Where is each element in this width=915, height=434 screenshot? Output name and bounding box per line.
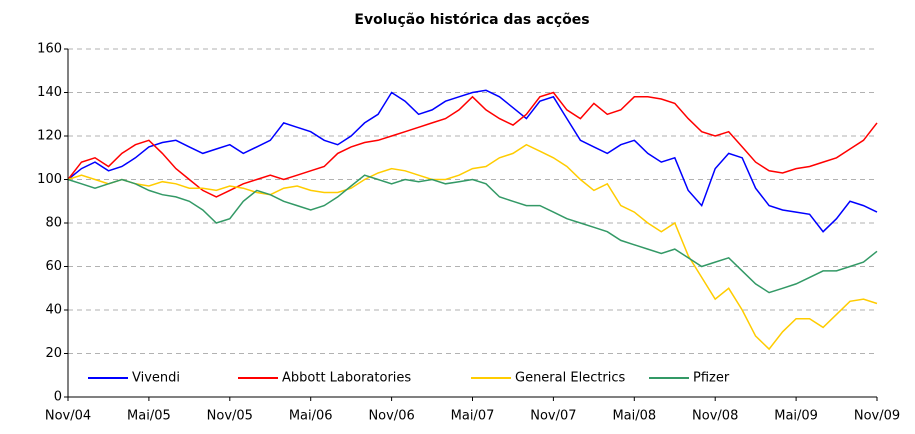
y-tick-label: 0	[54, 390, 62, 405]
series-line	[67, 89, 878, 233]
x-tick-label: Nov/08	[692, 409, 738, 424]
y-tick-label: 20	[45, 346, 62, 361]
y-tick-label: 100	[37, 172, 62, 187]
x-tick-label: Nov/04	[45, 409, 91, 424]
x-tick-label: Mai/05	[127, 409, 171, 424]
x-tick-label: Mai/09	[774, 409, 818, 424]
x-tick-label: Nov/05	[207, 409, 253, 424]
y-tick-label: 160	[37, 42, 62, 57]
x-tick-label: Mai/08	[612, 409, 656, 424]
x-tick-label: Nov/07	[530, 409, 576, 424]
legend-label: Pfizer	[693, 371, 730, 386]
x-tick-label: Mai/06	[289, 409, 333, 424]
series-line	[67, 143, 878, 351]
legend-label: General Electrics	[515, 371, 626, 386]
chart-title: Evolução histórica das acções	[354, 12, 589, 28]
legend-label: Vivendi	[132, 371, 180, 386]
x-tick-label: Nov/06	[368, 409, 414, 424]
y-tick-label: 140	[37, 85, 62, 100]
y-tick-label: 80	[45, 216, 62, 231]
series-line	[67, 174, 878, 294]
series-line	[67, 91, 878, 198]
x-tick-label: Mai/07	[451, 409, 495, 424]
y-tick-label: 120	[37, 129, 62, 144]
legend-label: Abbott Laboratories	[282, 371, 411, 386]
x-tick-label: Nov/09	[854, 409, 900, 424]
y-tick-label: 60	[45, 259, 62, 274]
y-tick-label: 40	[45, 303, 62, 318]
